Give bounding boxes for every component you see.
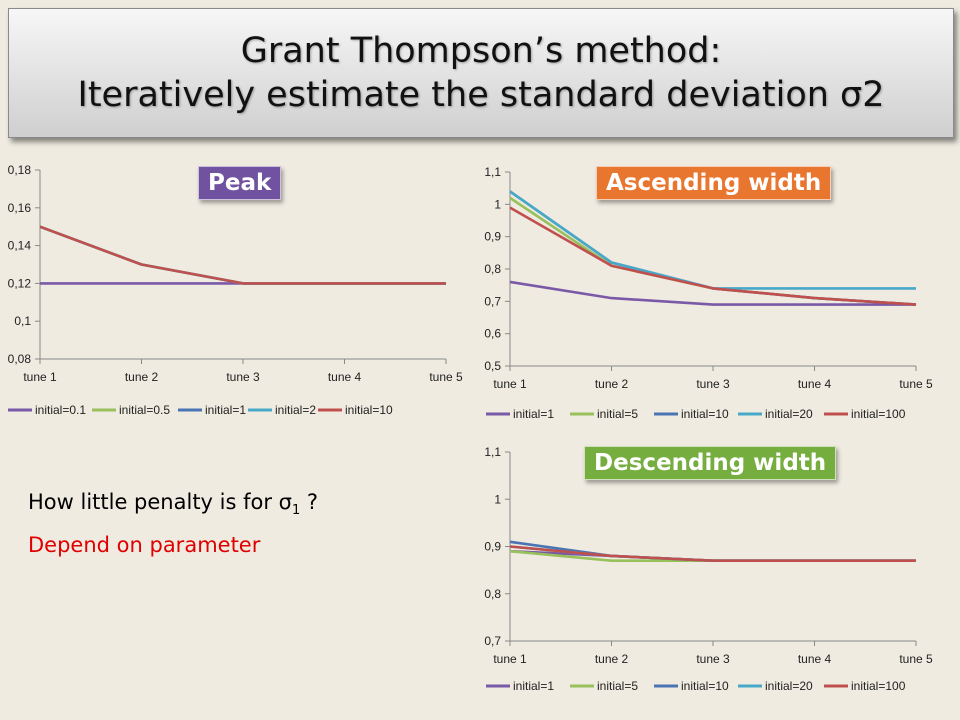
y-tick-label: 1,1	[484, 445, 501, 459]
legend-label: initial=1	[513, 679, 554, 693]
x-tick-label: tune 2	[595, 652, 629, 666]
peak-badge: Peak	[198, 166, 282, 200]
x-tick-label: tune 4	[798, 652, 832, 666]
series-line-initial=2	[39, 225, 446, 285]
y-tick-label: 0,1	[14, 314, 31, 328]
x-tick-label: tune 1	[493, 377, 527, 391]
descending-width-chart-svg: 0,7 0,8 0,9 1 1,1 tune 1 tune 2 tune 3 tune 4 tun…	[484, 445, 933, 693]
title-line-2: Iteratively estimate the standard deviat…	[77, 75, 885, 115]
legend-label: initial=10	[681, 407, 729, 421]
y-tick-label: 0,7	[484, 634, 501, 648]
legend-label: initial=20	[765, 679, 813, 693]
legend-label: initial=1	[513, 407, 554, 421]
y-tick-label: 0,12	[8, 276, 32, 290]
x-tick-label: tune 3	[226, 370, 260, 384]
x-tick-label: tune 1	[23, 370, 57, 384]
y-tick-label: 0,8	[484, 262, 501, 276]
x-tick-label: tune 2	[595, 377, 629, 391]
legend-label: initial=10	[345, 403, 393, 417]
penalty-question: How little penalty is for σ	[28, 490, 292, 514]
legend-label: initial=2	[275, 403, 316, 417]
body-text: How little penalty is for σ1 ? Depend on…	[28, 485, 318, 562]
ascending-width-chart: 0,5 0,6 0,7 0,8 0,9 1 1,1 tune 1 tune 2 tune 3 tun…	[470, 152, 960, 442]
x-tick-label: tune 5	[899, 652, 933, 666]
ascending-width-chart-svg: 0,5 0,6 0,7 0,8 0,9 1 1,1 tune 1 tune 2 tune 3 tun…	[484, 165, 933, 421]
series-line-initial=1	[39, 225, 446, 285]
y-tick-label: 0,16	[8, 201, 32, 215]
sigma-subscript: 1	[291, 503, 301, 519]
legend-label: initial=100	[851, 407, 906, 421]
y-tick-label: 1	[494, 492, 501, 506]
legend-label: initial=5	[597, 679, 638, 693]
y-tick-label: 1	[494, 197, 501, 211]
ascending-width-badge: Ascending width	[596, 166, 832, 200]
x-tick-label: tune 5	[899, 377, 933, 391]
x-tick-label: tune 3	[696, 652, 730, 666]
series-line-initial=0.5	[39, 225, 446, 285]
x-tick-label: tune 4	[798, 377, 832, 391]
series-line-initial=100	[509, 206, 917, 306]
body-text-line-1: How little penalty is for σ1 ?	[28, 485, 318, 528]
question-mark: ?	[300, 490, 319, 514]
title-line-1: Grant Thompson’s method:	[240, 31, 722, 71]
x-tick-label: tune 5	[429, 370, 463, 384]
y-tick-label: 0,6	[484, 327, 501, 341]
title-banner: Grant Thompson’s method: Iteratively est…	[8, 8, 954, 138]
body-text-line-2: Depend on parameter	[28, 533, 261, 558]
y-tick-label: 0,5	[484, 359, 501, 373]
series-line-initial=100	[509, 545, 916, 562]
y-tick-label: 0,9	[484, 230, 501, 244]
series-line-initial=1	[509, 280, 916, 306]
legend-label: initial=100	[851, 679, 906, 693]
legend-label: initial=10	[681, 679, 729, 693]
x-tick-label: tune 3	[696, 377, 730, 391]
legend-label: initial=5	[597, 407, 638, 421]
peak-chart-svg: 0,08 0,1 0,12 0,14 0,16 0,18 tune 1 tune 2 tune …	[8, 163, 463, 417]
legend-label: initial=1	[205, 403, 246, 417]
descending-width-badge: Descending width	[584, 446, 837, 480]
y-tick-label: 0,7	[484, 294, 501, 308]
series-line-initial=10	[39, 225, 446, 285]
x-tick-label: tune 2	[125, 370, 159, 384]
legend-label: initial=20	[765, 407, 813, 421]
y-tick-label: 0,9	[484, 540, 501, 554]
y-tick-label: 0,14	[8, 239, 32, 253]
descending-width-chart: 0,7 0,8 0,9 1 1,1 tune 1 tune 2 tune 3 tune 4 tun…	[470, 432, 960, 720]
legend-label: initial=0.5	[119, 403, 170, 417]
y-tick-label: 0,8	[484, 587, 501, 601]
y-tick-label: 1,1	[484, 165, 501, 179]
y-tick-label: 0,08	[8, 352, 32, 366]
legend-label: initial=0.1	[35, 403, 86, 417]
y-tick-label: 0,18	[8, 163, 32, 177]
x-tick-label: tune 1	[493, 652, 527, 666]
x-tick-label: tune 4	[328, 370, 362, 384]
peak-chart: 0,08 0,1 0,12 0,14 0,16 0,18 tune 1 tune 2 tune …	[0, 152, 480, 442]
